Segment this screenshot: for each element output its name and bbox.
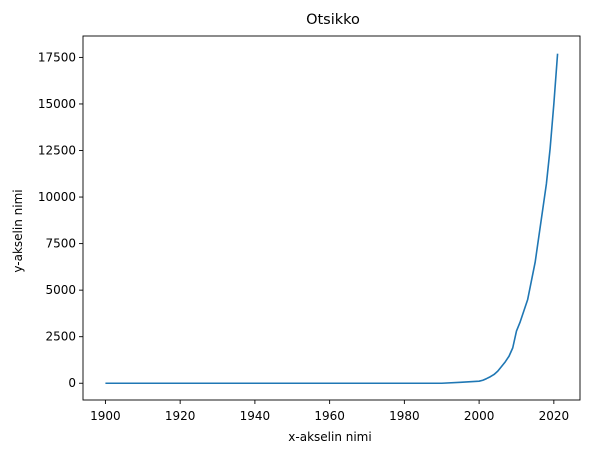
y-axis-label: y-akselin nimi	[11, 189, 25, 272]
plot-frame	[82, 35, 581, 401]
y-tick-label: 5000	[45, 283, 76, 297]
x-tick-label: 1940	[240, 409, 271, 423]
y-tick-label: 2500	[45, 330, 76, 344]
y-tick-label: 12500	[38, 144, 76, 158]
y-axis-ticks: 0 2500 5000 7500 10000 12500 15000 17500	[38, 50, 83, 390]
y-tick-label: 17500	[38, 50, 76, 64]
x-tick-label: 1900	[90, 409, 121, 423]
y-tick-label: 10000	[38, 190, 76, 204]
y-tick-label: 15000	[38, 97, 76, 111]
x-tick-label: 1980	[389, 409, 420, 423]
x-axis-label: x-akselin nimi	[288, 430, 371, 444]
x-axis-ticks: 1900 1920 1940 1960 1980 2000 2020	[90, 400, 569, 423]
series-line	[105, 53, 559, 385]
x-tick-label: 2000	[464, 409, 495, 423]
y-tick-label: 7500	[45, 237, 76, 251]
x-tick-label: 1960	[314, 409, 345, 423]
x-tick-label: 1920	[165, 409, 196, 423]
x-tick-label: 2020	[539, 409, 570, 423]
chart-title: Otsikko	[306, 12, 360, 28]
y-tick-label: 0	[68, 376, 76, 390]
